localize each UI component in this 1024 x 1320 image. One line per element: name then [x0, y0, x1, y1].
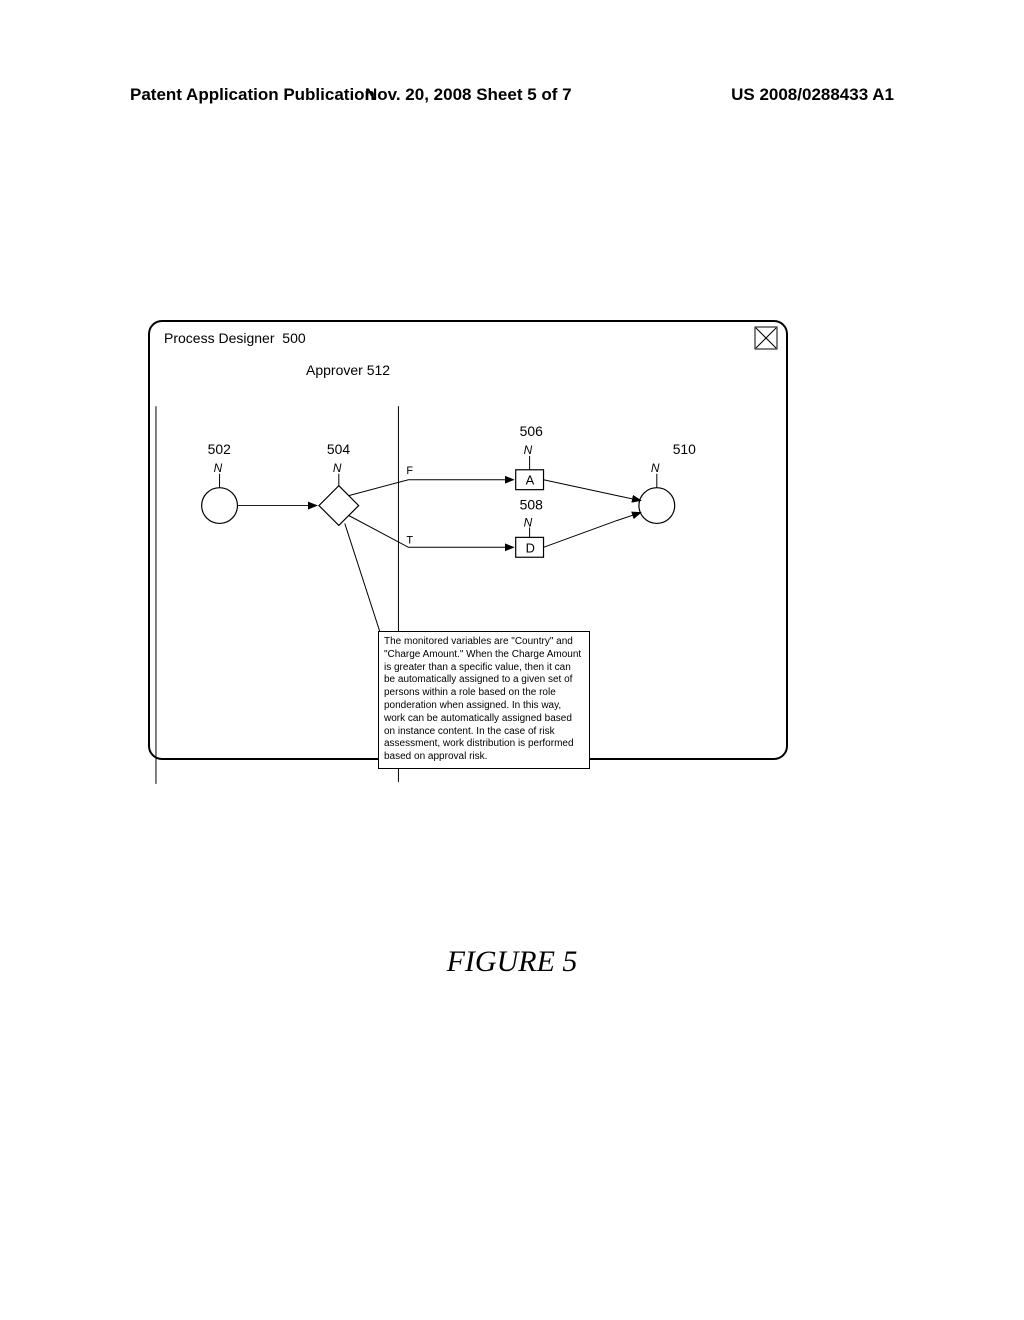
page: Patent Application Publication Nov. 20, …: [0, 0, 1024, 1320]
ref-start: 502: [208, 441, 231, 457]
swimlane-text: Approver: [306, 362, 363, 378]
edge-a-to-end: [544, 480, 641, 501]
window-title-ref: 500: [282, 330, 305, 346]
swimlane-label: Approver 512: [306, 362, 390, 378]
decision-tooltip: The monitored variables are "Country" an…: [378, 631, 590, 769]
header-mid: Nov. 20, 2008 Sheet 5 of 7: [365, 85, 572, 105]
leader-icon-502: N: [214, 461, 223, 475]
ref-decision: 504: [327, 441, 350, 457]
node-decision: [319, 486, 359, 526]
header-left: Patent Application Publication: [130, 85, 375, 105]
leader-icon-506: N: [524, 443, 533, 457]
leader-icon-508: N: [524, 515, 533, 529]
edge-d-to-end: [544, 513, 641, 548]
header-right: US 2008/0288433 A1: [731, 85, 894, 105]
leader-icon-504: N: [333, 461, 342, 475]
decision-tooltip-text: The monitored variables are "Country" an…: [384, 636, 581, 762]
node-end: [639, 488, 675, 524]
swimlane-ref: 512: [367, 362, 390, 378]
node-start: [202, 488, 238, 524]
edge-decision-to-a: [349, 480, 514, 496]
edge-label-t: T: [406, 534, 413, 546]
window-title: Process Designer 500: [164, 330, 306, 346]
window-title-text: Process Designer: [164, 330, 275, 346]
figure-caption: FIGURE 5: [0, 945, 1024, 979]
leader-icon-510: N: [651, 461, 660, 475]
ref-end: 510: [673, 441, 696, 457]
page-header: Patent Application Publication Nov. 20, …: [0, 85, 1024, 105]
node-activity-a-label: A: [526, 473, 535, 488]
edge-decision-to-d: [349, 516, 514, 548]
close-icon[interactable]: [754, 326, 778, 350]
edge-label-f: F: [406, 465, 413, 477]
ref-activity-d: 508: [520, 497, 543, 513]
node-activity-d-label: D: [526, 540, 535, 555]
title-bar: Process Designer 500: [150, 322, 786, 354]
ref-activity-a: 506: [520, 423, 543, 439]
